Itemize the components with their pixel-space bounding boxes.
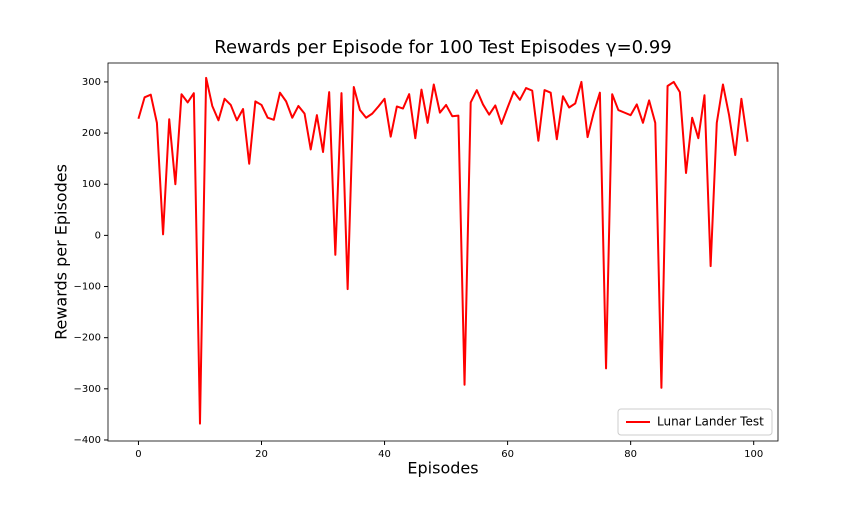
x-axis-label: Episodes — [407, 459, 478, 478]
legend-box — [617, 408, 773, 436]
chart-title: Rewards per Episode for 100 Test Episode… — [214, 37, 672, 58]
y-tick-label: −200 — [74, 333, 101, 344]
y-axis-label: Rewards per Episodes — [52, 164, 71, 340]
x-tick-label: 100 — [744, 449, 763, 460]
y-tick-label: 200 — [82, 128, 101, 139]
y-tick-label: 0 — [95, 230, 101, 241]
y-tick-label: 300 — [82, 77, 101, 88]
y-tick-label: −100 — [74, 282, 101, 293]
plot-frame — [107, 62, 779, 442]
x-tick-label: 0 — [135, 449, 141, 460]
y-tick-label: −300 — [74, 384, 101, 395]
x-tick-label: 40 — [378, 449, 391, 460]
x-tick-label: 20 — [255, 449, 268, 460]
x-tick-label: 80 — [624, 449, 637, 460]
line-series — [137, 76, 749, 425]
x-tick-label: 60 — [501, 449, 514, 460]
legend-label: Lunar Lander Test — [657, 415, 764, 429]
y-tick-label: 100 — [82, 179, 101, 190]
y-tick-label: −400 — [74, 435, 101, 446]
